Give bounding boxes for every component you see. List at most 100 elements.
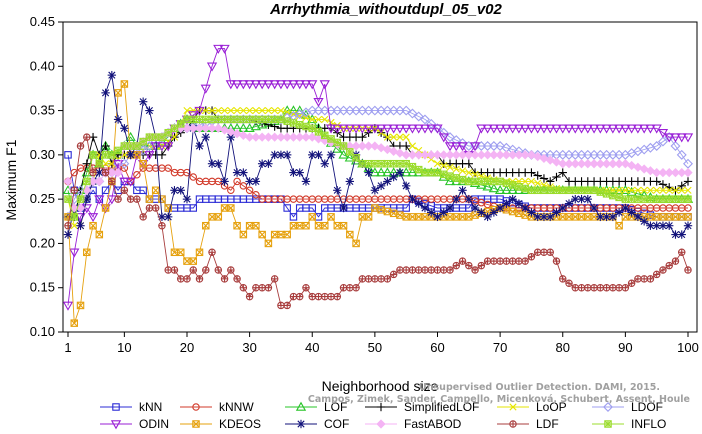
data-point-odin bbox=[413, 124, 424, 134]
data-point-cof bbox=[527, 208, 536, 217]
data-point-inflo bbox=[114, 146, 122, 155]
data-point-ldf bbox=[277, 301, 285, 310]
data-point-lof bbox=[482, 181, 493, 191]
data-point-cof bbox=[614, 208, 624, 217]
data-point-odin bbox=[87, 213, 99, 223]
data-point-inflo bbox=[615, 193, 623, 202]
legend: kNN kNNW LOF SimplifiedLOF LoOP LDOF ODIN KDEOS… bbox=[100, 400, 666, 431]
data-point-loop bbox=[314, 115, 323, 124]
data-point-ldf bbox=[659, 266, 667, 274]
data-point-ldf bbox=[490, 257, 498, 265]
data-point-kdeos bbox=[189, 257, 198, 265]
data-point-odin bbox=[482, 124, 493, 134]
data-point-inflo bbox=[433, 168, 442, 177]
data-point-lof bbox=[375, 167, 387, 177]
data-point-ldf bbox=[458, 257, 467, 265]
data-point-fastabod bbox=[633, 162, 643, 172]
data-point-ldf bbox=[245, 292, 254, 301]
legend-swatch-marker bbox=[112, 403, 120, 411]
data-point-ldf bbox=[471, 266, 479, 274]
data-point-odin bbox=[469, 142, 481, 152]
data-point-inflo bbox=[151, 133, 160, 141]
data-point-inflo bbox=[70, 213, 79, 221]
data-point-inflo bbox=[427, 168, 435, 177]
data-point-fastabod bbox=[489, 150, 499, 160]
data-point-odin bbox=[188, 111, 199, 121]
data-point-inflo bbox=[521, 184, 529, 193]
data-point-fastabod bbox=[476, 150, 486, 160]
data-point-kdeos bbox=[151, 186, 160, 195]
data-point-ldf bbox=[120, 186, 129, 195]
legend-swatch-marker bbox=[376, 402, 386, 412]
data-point-inflo bbox=[220, 115, 229, 124]
data-point-odin bbox=[357, 124, 368, 134]
data-point-odin bbox=[407, 124, 418, 134]
data-point-cof bbox=[345, 177, 355, 186]
data-point-cof bbox=[677, 230, 686, 239]
data-point-cof bbox=[552, 208, 561, 217]
data-point-fastabod bbox=[357, 141, 367, 151]
data-point-cof bbox=[589, 203, 599, 213]
data-point-odin bbox=[332, 124, 343, 134]
x-tick-label: 30 bbox=[242, 340, 256, 355]
data-point-fastabod bbox=[295, 132, 305, 142]
data-point-cof bbox=[364, 168, 373, 177]
data-point-inflo bbox=[120, 142, 129, 150]
data-point-inflo bbox=[283, 117, 291, 125]
data-point-fastabod bbox=[464, 150, 474, 160]
data-point-kdeos bbox=[677, 213, 686, 221]
data-point-odin bbox=[513, 124, 525, 134]
data-point-kdeos bbox=[283, 230, 291, 239]
data-point-loop bbox=[653, 186, 661, 194]
data-point-ldf bbox=[233, 275, 241, 283]
data-point-ldf bbox=[552, 257, 561, 265]
data-point-ldf bbox=[521, 257, 529, 265]
data-point-ldf bbox=[176, 275, 185, 283]
data-point-inflo bbox=[546, 186, 554, 195]
y-tick-label: 0.25 bbox=[30, 191, 55, 206]
data-point-cof bbox=[445, 203, 455, 213]
data-point-loop bbox=[634, 186, 642, 194]
legend-item-knn: kNN bbox=[100, 400, 162, 414]
data-point-odin bbox=[319, 80, 330, 90]
data-point-fastabod bbox=[288, 132, 299, 142]
data-point-lof bbox=[344, 152, 355, 162]
data-point-kdeos bbox=[339, 221, 348, 230]
data-point-ldf bbox=[302, 283, 310, 292]
data-point-fastabod bbox=[363, 141, 374, 151]
legend-item-inflo: INFLO bbox=[592, 417, 666, 431]
data-point-odin bbox=[288, 80, 299, 90]
data-point-cof bbox=[627, 208, 636, 217]
data-point-odin bbox=[532, 124, 543, 134]
data-point-odin bbox=[150, 142, 161, 152]
data-point-inflo bbox=[308, 124, 316, 133]
data-point-odin bbox=[213, 44, 224, 54]
data-point-inflo bbox=[195, 115, 204, 124]
data-point-lof bbox=[488, 183, 500, 193]
data-point-loop bbox=[220, 106, 229, 115]
data-point-kdeos bbox=[327, 213, 335, 221]
data-point-cof bbox=[63, 230, 73, 239]
legend-item-loop: LoOP bbox=[497, 400, 567, 414]
data-point-odin bbox=[231, 80, 243, 90]
data-point-cof bbox=[383, 177, 392, 186]
data-point-ldof bbox=[670, 141, 681, 151]
data-point-cof bbox=[289, 168, 298, 177]
data-point-odin bbox=[526, 124, 537, 134]
x-axis-label: Neighborhood size bbox=[322, 378, 439, 394]
data-point-inflo bbox=[327, 135, 335, 143]
data-point-ldf bbox=[208, 248, 216, 257]
data-point-inflo bbox=[440, 170, 448, 179]
plot-area bbox=[62, 21, 698, 333]
data-point-loop bbox=[95, 151, 103, 159]
data-point-odin bbox=[488, 124, 500, 134]
data-point-cof bbox=[571, 194, 580, 204]
data-point-kdeos bbox=[508, 207, 517, 216]
y-tick-label: 0.10 bbox=[30, 324, 55, 339]
data-point-fastabod bbox=[589, 159, 599, 169]
data-point-loop bbox=[214, 106, 222, 115]
data-point-inflo bbox=[402, 159, 410, 168]
data-point-simplifiedlof bbox=[464, 159, 474, 168]
data-point-cof bbox=[176, 186, 185, 195]
legend-label: LoOP bbox=[536, 400, 567, 414]
